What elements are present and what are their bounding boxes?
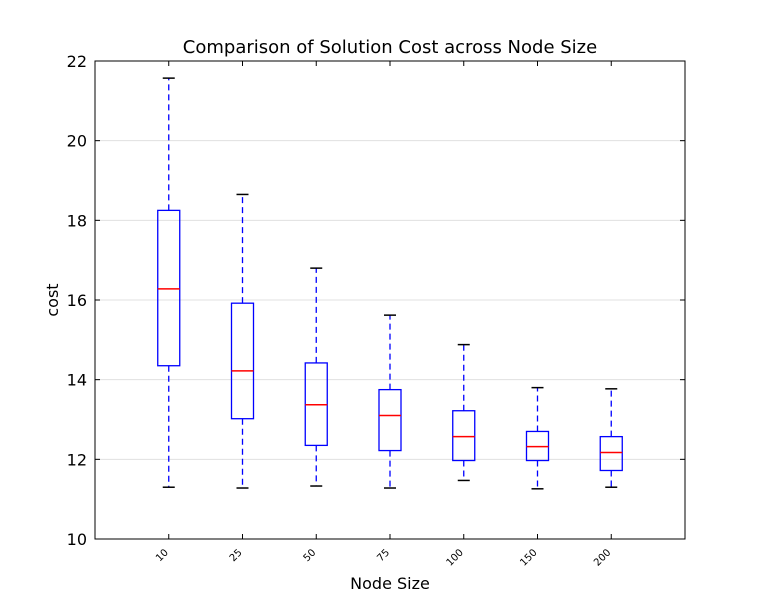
y-tick-label: 10 [67,530,87,549]
box-100 [452,343,476,482]
box-iqr [157,209,181,367]
box-iqr [599,435,623,472]
y-tick-label: 22 [67,52,87,71]
x-axis-label: Node Size [350,574,430,593]
y-tick-label: 12 [67,450,87,469]
y-tick-label: 18 [67,211,87,230]
x-tick-label: 10 [154,547,171,564]
x-tick-label: 100 [445,547,466,568]
box-iqr [452,410,476,462]
y-tick-label: 20 [67,132,87,151]
box-iqr [230,302,255,420]
box-150 [525,386,550,490]
y-axis-ticks: 10 12 14 16 18 20 22 [67,52,685,549]
box-25 [230,193,255,489]
x-tick-label: 25 [228,547,245,564]
box-iqr [378,388,402,452]
y-tick-label: 16 [67,291,87,310]
x-tick-label: 50 [302,547,319,564]
x-tick-label: 150 [518,547,539,568]
box-50 [304,267,328,487]
x-tick-label: 75 [375,547,392,564]
box-75 [378,314,402,489]
chart-title: Comparison of Solution Cost across Node … [183,37,597,58]
x-axis-ticks: 10 25 50 75 100 150 200 [154,61,613,569]
box-10 [157,77,181,488]
grid-lines [95,140,685,460]
y-tick-label: 14 [67,371,87,390]
box-200 [599,388,623,488]
x-tick-label: 200 [592,547,613,568]
boxes [157,77,623,490]
y-axis-label: cost [43,283,62,316]
